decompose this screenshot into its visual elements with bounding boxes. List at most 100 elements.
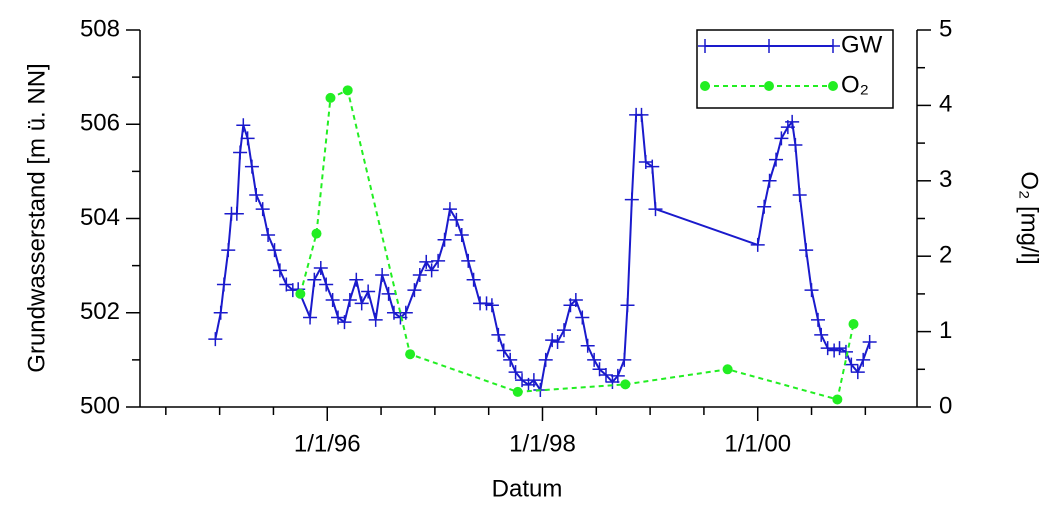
data-point xyxy=(221,243,236,258)
x-tick-label: 1/1/98 xyxy=(509,430,576,457)
data-point xyxy=(325,92,336,103)
data-point xyxy=(491,327,506,342)
data-point xyxy=(722,364,733,375)
data-point xyxy=(272,263,287,278)
data-point xyxy=(431,253,446,268)
data-point xyxy=(832,341,847,356)
data-point xyxy=(437,232,452,247)
legend-marker xyxy=(764,81,774,91)
data-point xyxy=(375,268,390,283)
data-point xyxy=(342,85,353,96)
data-point xyxy=(610,368,625,383)
y2-tick-label: 1 xyxy=(939,317,952,344)
y-tick-label: 506 xyxy=(80,110,120,137)
data-point xyxy=(213,305,228,320)
data-point xyxy=(454,227,469,242)
y-axis-label: Grundwasserstand [m ü. NN] xyxy=(23,63,50,372)
y2-tick-label: 3 xyxy=(939,166,952,193)
data-point xyxy=(419,254,434,269)
legend-label: O₂ xyxy=(841,71,869,98)
data-point xyxy=(466,272,481,287)
y-tick-label: 508 xyxy=(80,15,120,42)
data-point xyxy=(587,352,602,367)
data-point xyxy=(645,159,660,174)
data-point xyxy=(307,272,322,287)
x-tick-label: 1/1/96 xyxy=(294,430,361,457)
data-point xyxy=(774,131,789,146)
data-point xyxy=(620,298,635,313)
data-point xyxy=(381,286,396,301)
data-point xyxy=(319,277,334,292)
data-point xyxy=(550,334,565,349)
data-point xyxy=(233,145,248,160)
data-point xyxy=(838,344,853,359)
data-point xyxy=(512,386,523,397)
y-tick-label: 502 xyxy=(80,298,120,325)
data-point xyxy=(461,253,476,268)
data-point xyxy=(261,227,276,242)
data-point xyxy=(279,277,294,292)
data-point xyxy=(249,187,264,202)
data-point xyxy=(792,187,807,202)
data-point xyxy=(449,212,464,227)
data-point xyxy=(804,283,819,298)
y-tick-label: 504 xyxy=(80,204,120,231)
data-point xyxy=(361,284,376,299)
x-axis-label: Datum xyxy=(492,475,563,502)
data-point xyxy=(424,263,439,278)
data-point xyxy=(412,268,427,283)
data-point xyxy=(844,357,859,372)
series-line xyxy=(299,88,855,401)
data-point xyxy=(568,293,583,308)
x-tick-label: 1/1/00 xyxy=(724,430,791,457)
legend-marker xyxy=(826,39,840,53)
data-point xyxy=(648,202,663,217)
data-point xyxy=(624,192,639,207)
data-point xyxy=(337,315,352,330)
data-point xyxy=(757,199,772,214)
legend-marker xyxy=(700,81,710,91)
series-line xyxy=(214,113,871,393)
legend-marker xyxy=(828,81,838,91)
legend-marker xyxy=(698,39,712,53)
y2-tick-label: 4 xyxy=(939,91,952,118)
data-point xyxy=(832,394,843,405)
data-point xyxy=(508,365,523,380)
data-point xyxy=(620,379,631,390)
data-point xyxy=(526,373,541,388)
data-point xyxy=(267,243,282,258)
data-point xyxy=(769,152,784,167)
legend-box xyxy=(696,29,894,109)
data-point xyxy=(810,312,825,327)
data-point xyxy=(354,296,369,311)
data-point xyxy=(799,243,814,258)
data-point xyxy=(750,237,765,252)
data-point xyxy=(368,312,383,327)
data-point xyxy=(856,352,871,367)
y2-axis-label: O₂ [mg/l] xyxy=(1016,171,1043,264)
data-point xyxy=(814,327,829,342)
data-point xyxy=(785,114,800,129)
data-point xyxy=(592,362,607,377)
y2-tick-label: 0 xyxy=(939,392,952,419)
data-point xyxy=(398,305,413,320)
data-point xyxy=(503,352,518,367)
data-point xyxy=(538,352,553,367)
data-point xyxy=(240,131,255,146)
data-point xyxy=(244,159,259,174)
data-point xyxy=(325,293,340,308)
legend-marker xyxy=(762,39,776,53)
data-point xyxy=(575,310,590,325)
data-point xyxy=(496,343,511,358)
y2-tick-label: 5 xyxy=(939,15,952,42)
data-point xyxy=(848,319,859,330)
data-point xyxy=(634,107,649,122)
data-point xyxy=(303,310,318,325)
data-point xyxy=(208,332,223,347)
data-point xyxy=(862,334,877,349)
data-point xyxy=(484,298,499,313)
data-point xyxy=(313,260,328,275)
data-point xyxy=(442,202,457,217)
data-point xyxy=(820,341,835,356)
